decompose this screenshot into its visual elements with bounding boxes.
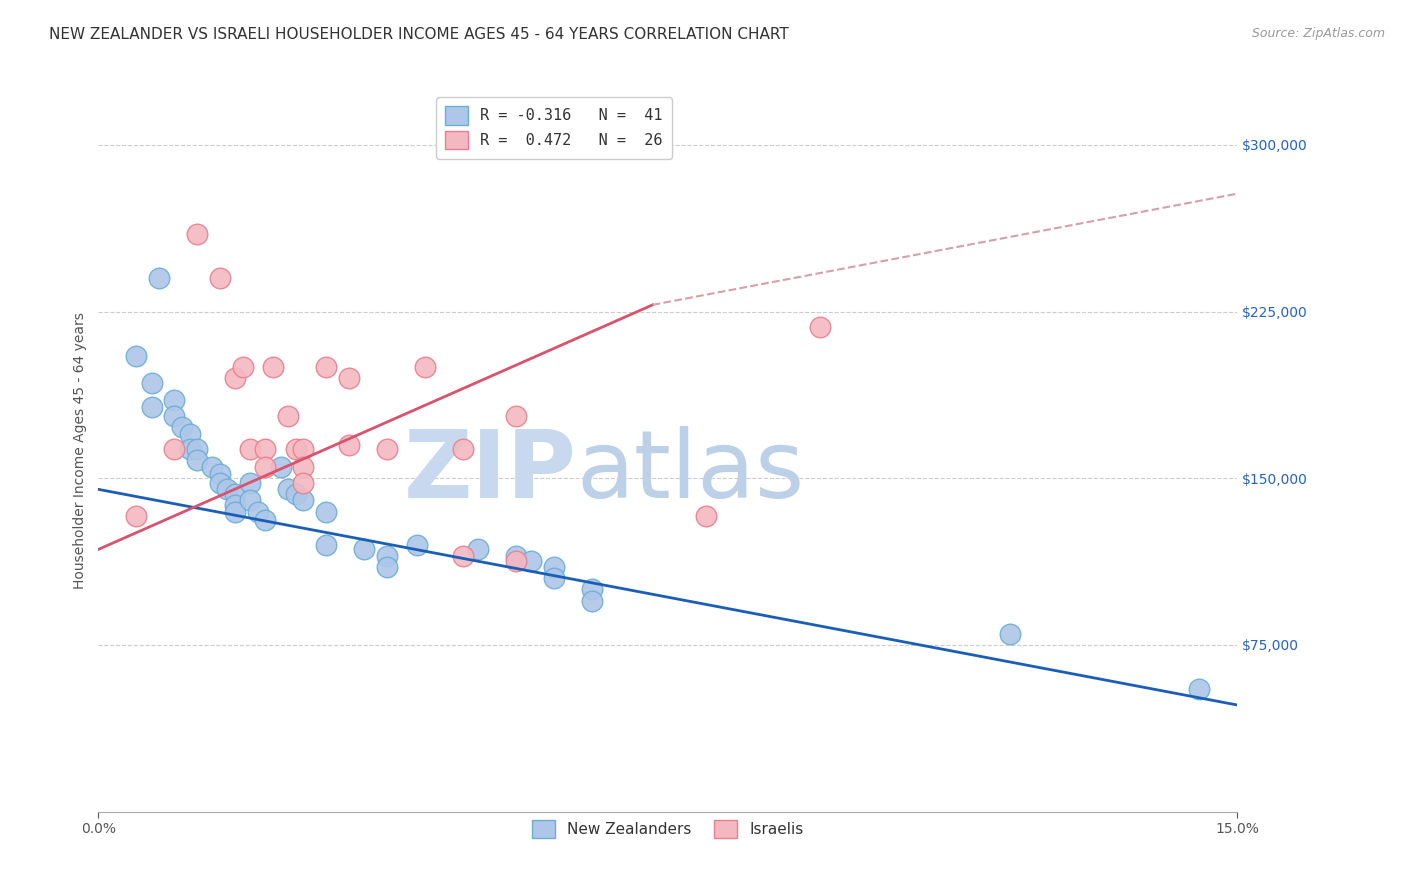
Point bbox=[217, 483, 239, 497]
Point bbox=[505, 409, 527, 423]
Point bbox=[246, 505, 269, 519]
Point bbox=[451, 442, 474, 457]
Point bbox=[201, 460, 224, 475]
Point bbox=[375, 560, 398, 574]
Point bbox=[141, 400, 163, 414]
Point bbox=[224, 371, 246, 385]
Point bbox=[254, 442, 277, 457]
Point bbox=[695, 509, 717, 524]
Point bbox=[208, 467, 231, 481]
Point bbox=[292, 460, 315, 475]
Point bbox=[179, 442, 201, 457]
Point bbox=[315, 360, 337, 375]
Point bbox=[998, 627, 1021, 641]
Point bbox=[163, 393, 186, 408]
Point bbox=[239, 442, 262, 457]
Point bbox=[406, 538, 429, 552]
Text: Source: ZipAtlas.com: Source: ZipAtlas.com bbox=[1251, 27, 1385, 40]
Point bbox=[186, 227, 208, 241]
Text: NEW ZEALANDER VS ISRAELI HOUSEHOLDER INCOME AGES 45 - 64 YEARS CORRELATION CHART: NEW ZEALANDER VS ISRAELI HOUSEHOLDER INC… bbox=[49, 27, 789, 42]
Point bbox=[375, 442, 398, 457]
Point bbox=[375, 549, 398, 563]
Point bbox=[254, 460, 277, 475]
Point bbox=[254, 514, 277, 528]
Point bbox=[292, 442, 315, 457]
Point bbox=[520, 553, 543, 567]
Y-axis label: Householder Income Ages 45 - 64 years: Householder Income Ages 45 - 64 years bbox=[73, 312, 87, 589]
Point bbox=[125, 349, 148, 363]
Point bbox=[270, 460, 292, 475]
Point bbox=[315, 505, 337, 519]
Point bbox=[224, 498, 246, 512]
Point bbox=[224, 487, 246, 501]
Point bbox=[163, 409, 186, 423]
Point bbox=[581, 593, 603, 607]
Point bbox=[125, 509, 148, 524]
Point bbox=[337, 371, 360, 385]
Point bbox=[543, 560, 565, 574]
Point bbox=[208, 475, 231, 490]
Point bbox=[239, 475, 262, 490]
Point bbox=[284, 442, 307, 457]
Point bbox=[1188, 682, 1211, 697]
Point bbox=[186, 453, 208, 467]
Text: ZIP: ZIP bbox=[404, 426, 576, 518]
Point bbox=[467, 542, 489, 557]
Point bbox=[413, 360, 436, 375]
Point bbox=[505, 553, 527, 567]
Text: atlas: atlas bbox=[576, 426, 806, 518]
Point bbox=[141, 376, 163, 390]
Point bbox=[148, 271, 170, 285]
Point bbox=[292, 475, 315, 490]
Point bbox=[208, 271, 231, 285]
Point bbox=[315, 538, 337, 552]
Point bbox=[808, 320, 831, 334]
Point bbox=[277, 483, 299, 497]
Point bbox=[543, 571, 565, 585]
Point bbox=[505, 549, 527, 563]
Point bbox=[292, 493, 315, 508]
Point bbox=[179, 426, 201, 441]
Point bbox=[284, 487, 307, 501]
Legend: New Zealanders, Israelis: New Zealanders, Israelis bbox=[523, 811, 813, 847]
Point bbox=[186, 442, 208, 457]
Point bbox=[163, 442, 186, 457]
Point bbox=[337, 438, 360, 452]
Point bbox=[262, 360, 284, 375]
Point bbox=[224, 505, 246, 519]
Point bbox=[353, 542, 375, 557]
Point bbox=[277, 409, 299, 423]
Point bbox=[239, 493, 262, 508]
Point bbox=[232, 360, 254, 375]
Point bbox=[581, 582, 603, 597]
Point bbox=[451, 549, 474, 563]
Point bbox=[170, 420, 193, 434]
